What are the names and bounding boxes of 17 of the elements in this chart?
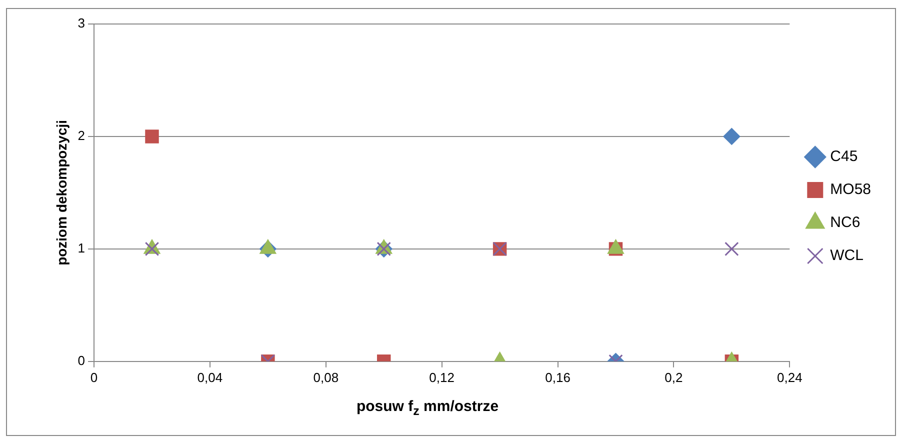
y-axis-title: poziom dekompozycji	[53, 120, 70, 266]
y-tick-label: 0	[78, 352, 86, 368]
y-tick-label: 2	[78, 128, 86, 144]
x-tick-label: 0,08	[313, 370, 339, 385]
x-tick-label: 0,04	[197, 370, 223, 385]
x-tick-label: 0,16	[545, 370, 570, 385]
legend-label: MO58	[830, 181, 872, 198]
x-tick-label: 0,12	[429, 370, 454, 385]
legend-label: WCL	[830, 247, 864, 264]
x-axis-title: posuw f$_{z}$ mm/ostrze	[355, 398, 500, 418]
y-tick-label: 1	[78, 240, 86, 256]
legend-label: C45	[830, 148, 858, 166]
x-tick-label: 0,2	[664, 370, 683, 385]
legend-label: NC6	[830, 214, 860, 232]
y-tick-label: 3	[78, 16, 86, 31]
x-tick-label: 0	[90, 370, 98, 385]
x-tick-label: 0,24	[776, 370, 802, 385]
